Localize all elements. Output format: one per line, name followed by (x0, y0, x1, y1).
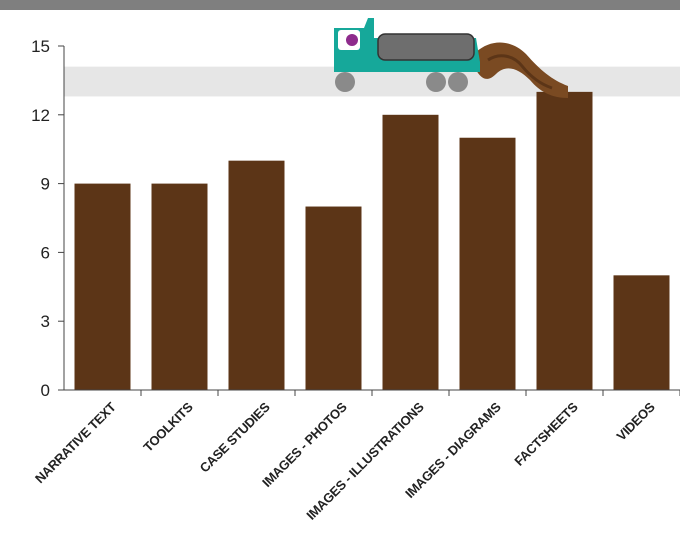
x-ticks-group: NARRATIVE TEXT TOOLKITS CASE STUDIESIMAGES… (32, 390, 680, 523)
y-tick-label: 0 (41, 381, 50, 400)
x-tick-label: TOOLKITS (140, 399, 196, 455)
bar (228, 160, 285, 390)
wheel-icon (448, 72, 468, 92)
wheel-icon (335, 72, 355, 92)
bar (536, 91, 593, 390)
x-tick-label: FACTSHEETS (511, 399, 581, 469)
y-ticks-group: 0 3 6 9 12 15 (31, 37, 64, 400)
x-tick-label: NARRATIVE TEXT (32, 399, 119, 486)
top-bar (0, 0, 680, 10)
wheel-icon (426, 72, 446, 92)
bar (305, 206, 362, 390)
y-tick-label: 12 (31, 106, 50, 125)
bars-group (74, 91, 670, 391)
x-tick-label: CASE STUDIES (197, 399, 273, 475)
y-tick-label: 15 (31, 37, 50, 56)
x-tick-label: VIDEOS (614, 399, 659, 444)
y-tick-label: 3 (41, 312, 50, 331)
bar (459, 137, 516, 390)
y-tick-label: 9 (41, 175, 50, 194)
bar (74, 183, 131, 390)
driver-icon (346, 34, 358, 46)
x-tick-label: IMAGES - PHOTOS (259, 399, 350, 490)
bar (382, 114, 439, 391)
bar (151, 183, 208, 390)
bar (613, 275, 670, 390)
sludge-detail-icon (487, 54, 553, 90)
y-tick-label: 6 (41, 243, 50, 262)
truck-tank-icon (377, 33, 475, 61)
truck-icon (334, 18, 568, 98)
